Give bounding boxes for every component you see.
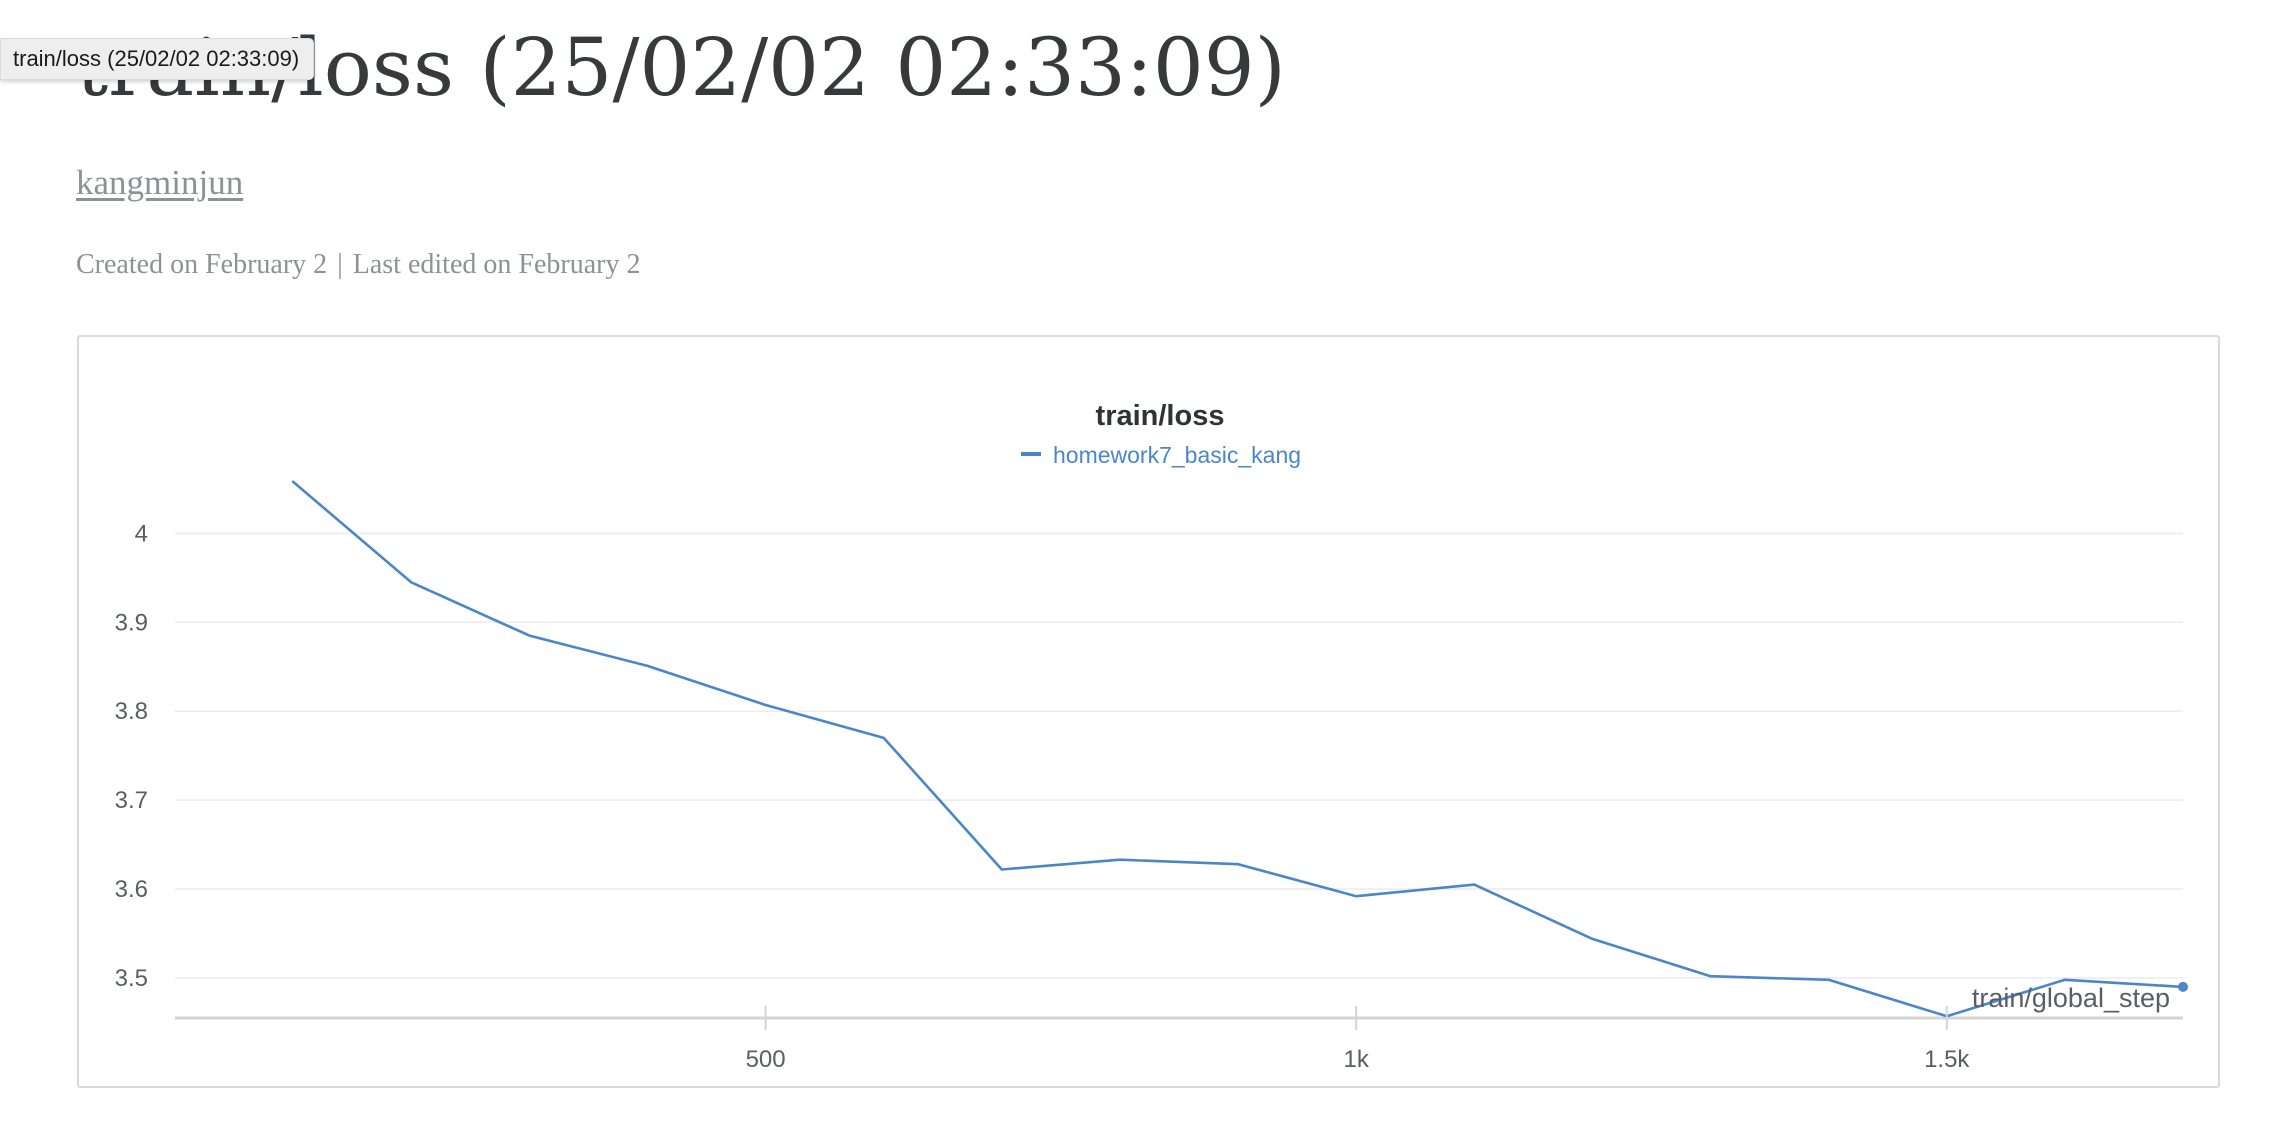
axes	[175, 1016, 2183, 1020]
grid-lines	[175, 532, 2183, 979]
x-axis-label: train/global_step	[1972, 983, 2170, 1013]
y-tick-label: 3.9	[115, 609, 148, 636]
legend[interactable]: homework7_basic_kang	[1021, 442, 1301, 468]
report-meta: Created on February 2 | Last edited on Feb…	[76, 247, 640, 283]
series-line[interactable]	[291, 480, 2185, 1018]
y-ticks: 3.5 3.6 3.7 3.8 3.9 4	[115, 520, 148, 992]
series-layer	[291, 480, 2188, 1018]
chart-title: train/loss	[1096, 400, 1225, 432]
author-link[interactable]: kangminjun	[76, 163, 244, 202]
y-tick-label: 4	[135, 520, 148, 547]
y-tick-label: 3.7	[115, 787, 148, 814]
title-tooltip: train/loss (25/02/02 02:33:09)	[0, 38, 315, 80]
y-tick-label: 3.5	[115, 965, 148, 992]
series-end-point[interactable]	[2178, 981, 2188, 992]
x-tick-label: 500	[746, 1046, 786, 1073]
y-tick-label: 3.8	[115, 698, 148, 725]
meta-separator: |	[337, 249, 343, 280]
y-tick-label: 3.6	[115, 876, 148, 903]
legend-entry[interactable]: homework7_basic_kang	[1053, 442, 1301, 468]
x-tick-label: 1.5k	[1924, 1046, 1970, 1073]
x-ticks: 500 1k 1.5k	[746, 1006, 1970, 1073]
x-tick-label: 1k	[1343, 1046, 1369, 1073]
created-date: Created on February 2	[76, 249, 328, 280]
legend-swatch	[1021, 452, 1041, 456]
edited-date: Last edited on February 2	[352, 249, 641, 280]
